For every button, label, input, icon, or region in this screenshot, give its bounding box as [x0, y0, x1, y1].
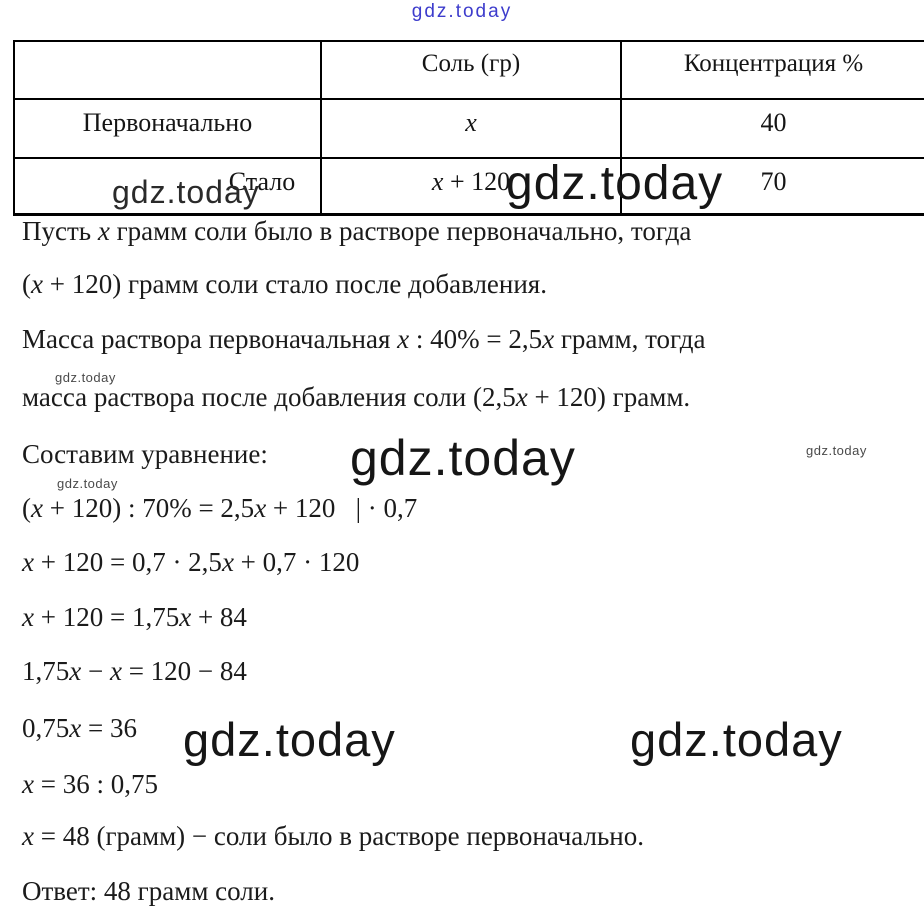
equation-line-4: 1,75x − x = 120 − 84 [22, 656, 247, 686]
equation-line-3: x + 120 = 1,75x + 84 [22, 602, 247, 632]
row-initial-label: Первоначально [13, 98, 322, 159]
watermark-small-1: gdz.today [55, 370, 116, 385]
equation-line-6: x = 36 : 0,75 [22, 769, 158, 799]
solution-line-1: Пусть x грамм соли было в растворе перво… [22, 216, 692, 246]
solution-line-2: (x + 120) грамм соли стало после добавле… [22, 269, 547, 299]
watermark-bottom-left: gdz.today [183, 713, 396, 766]
table-row-initial: Первоначально x 40 [13, 98, 924, 159]
watermark-center: gdz.today [350, 430, 576, 486]
watermark-bottom-right: gdz.today [630, 713, 843, 766]
equation-line-1: (x + 120) : 70% = 2,5x + 120 | · 0,7 [22, 493, 418, 523]
row-initial-concentration: 40 [620, 98, 924, 159]
brand-watermark-top: gdz.today [411, 1, 513, 22]
condition-table: Соль (гр) Концентрация % Первоначально x… [13, 40, 924, 216]
equation-line-5: 0,75x = 36 [22, 713, 137, 743]
answer-line: Ответ: 48 грамм соли. [22, 876, 275, 906]
equation-line-2: x + 120 = 0,7 · 2,5x + 0,7 · 120 [22, 547, 360, 577]
solution-line-3: Масса раствора первоначальная x : 40% = … [22, 324, 706, 354]
table-header-salt: Соль (гр) [320, 40, 622, 100]
solution-result: x = 48 (грамм) − соли было в растворе пе… [22, 821, 645, 851]
row-after-concentration: 70 [620, 157, 924, 216]
solution-line-4: масса раствора после добавления соли (2,… [22, 382, 691, 412]
watermark-small-right: gdz.today [806, 443, 867, 458]
table-header-empty [13, 40, 322, 100]
watermark-table-left: gdz.today [112, 174, 260, 210]
watermark-table-center: gdz.today [506, 157, 724, 210]
row-initial-salt: x [320, 98, 622, 159]
solution-line-5: Составим уравнение: [22, 439, 268, 469]
table-header-row: Соль (гр) Концентрация % [13, 40, 924, 100]
watermark-small-2: gdz.today [57, 476, 118, 491]
table-row-after: Стало x + 120 70 [13, 157, 924, 216]
table-header-concentration: Концентрация % [620, 40, 924, 100]
row-after-label: Стало [13, 157, 322, 216]
row-after-salt: x + 120 [320, 157, 622, 216]
